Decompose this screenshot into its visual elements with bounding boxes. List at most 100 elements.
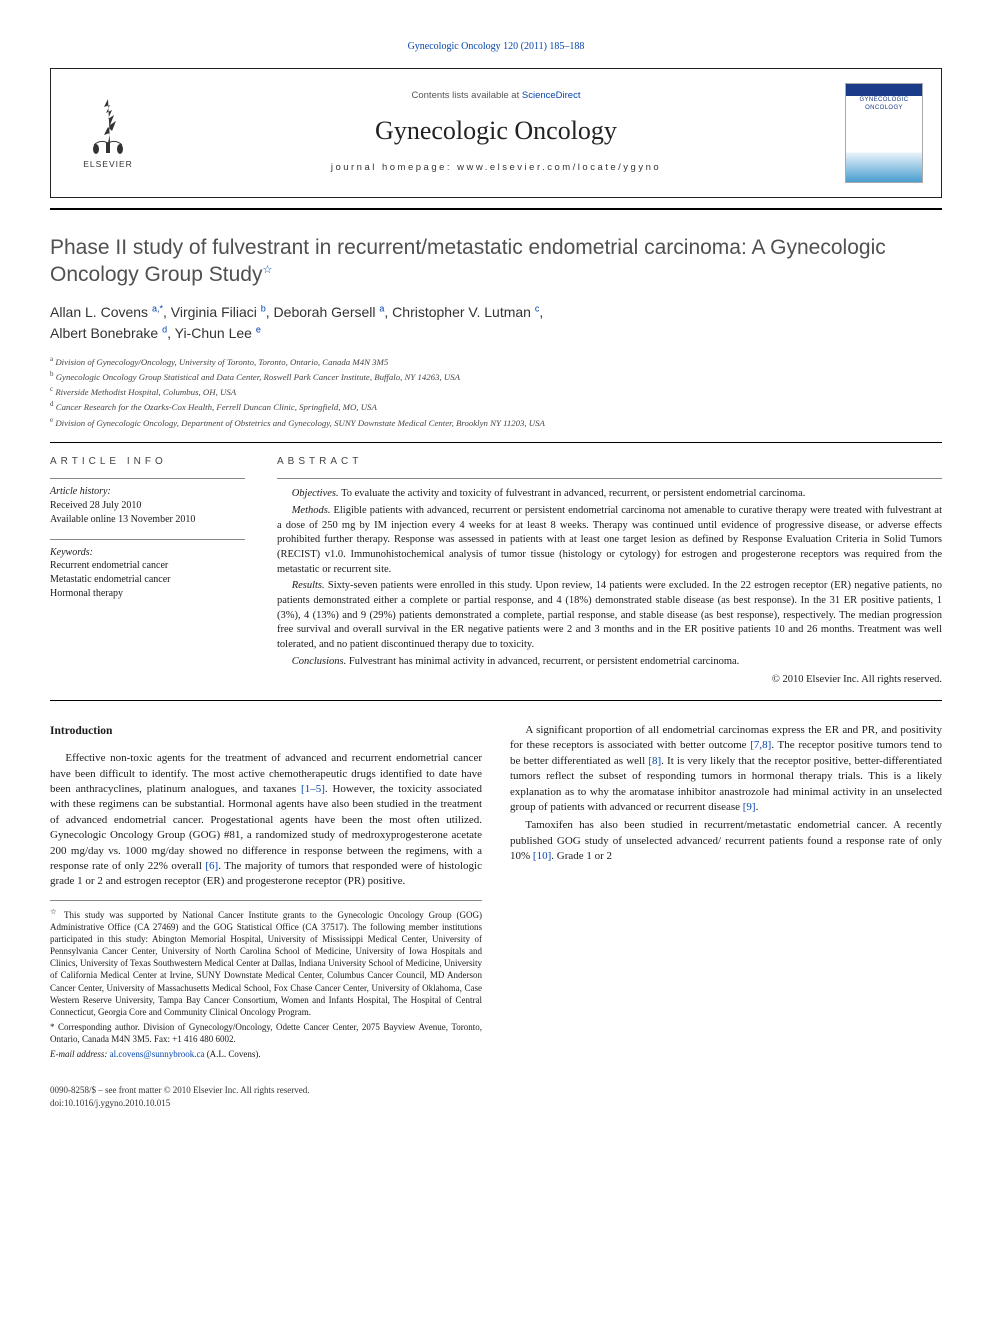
info-abstract-row: ARTICLE INFO Article history: Received 2… — [50, 455, 942, 688]
methods-label: Methods. — [292, 505, 331, 516]
author-name: Virginia Filiaci — [171, 304, 257, 320]
email-footnote: E-mail address: al.covens@sunnybrook.ca … — [50, 1048, 482, 1060]
affiliation-list: a Division of Gynecology/Oncology, Unive… — [50, 354, 942, 430]
contents-prefix: Contents lists available at — [412, 90, 522, 101]
author: Yi-Chun Lee e — [175, 325, 261, 341]
journal-ref-link[interactable]: Gynecologic Oncology 120 (2011) 185–188 — [408, 41, 585, 52]
author-name: Albert Bonebrake — [50, 325, 158, 341]
journal-title: Gynecologic Oncology — [147, 113, 845, 148]
keyword: Hormonal therapy — [50, 587, 245, 601]
aff-text: Division of Gynecologic Oncology, Depart… — [55, 417, 545, 427]
author-name: Allan L. Covens — [50, 304, 148, 320]
results-label: Results. — [292, 580, 325, 591]
author: Christopher V. Lutman c — [392, 304, 539, 320]
elsevier-tree-icon — [82, 95, 134, 157]
abstract-methods: Methods. Eligible patients with advanced… — [277, 504, 942, 577]
citation-link[interactable]: [6] — [205, 860, 218, 872]
abstract-column: ABSTRACT Objectives. To evaluate the act… — [277, 455, 942, 688]
corresponding-author-footnote: * Corresponding author. Division of Gyne… — [50, 1021, 482, 1045]
abstract-body: Objectives. To evaluate the activity and… — [277, 478, 942, 688]
keywords-label: Keywords: — [50, 546, 245, 560]
author-name: Deborah Gersell — [274, 304, 376, 320]
intro-text: . — [756, 801, 759, 813]
citation-link[interactable]: [8] — [648, 755, 661, 767]
results-text: Sixty-seven patients were enrolled in th… — [277, 580, 942, 650]
author-name: Christopher V. Lutman — [392, 304, 531, 320]
author: Virginia Filiaci b — [171, 304, 266, 320]
header-rule — [50, 208, 942, 210]
received-date: Received 28 July 2010 — [50, 499, 245, 513]
author: Allan L. Covens a,* — [50, 304, 163, 320]
intro-para-3: Tamoxifen has also been studied in recur… — [510, 818, 942, 864]
affiliation: d Cancer Research for the Ozarks-Cox Hea… — [50, 399, 942, 414]
cover-text: GYNECOLOGIC ONCOLOGY — [846, 96, 922, 112]
article-title-text: Phase II study of fulvestrant in recurre… — [50, 236, 886, 286]
abstract-copyright: © 2010 Elsevier Inc. All rights reserved… — [277, 673, 942, 688]
aff-sup: a — [50, 355, 53, 363]
issn-line: 0090-8258/$ – see front matter © 2010 El… — [50, 1084, 942, 1096]
article-info-heading: ARTICLE INFO — [50, 455, 245, 469]
aff-text: Riverside Methodist Hospital, Columbus, … — [55, 387, 236, 397]
intro-text: . Grade 1 or 2 — [551, 850, 612, 862]
sciencedirect-link[interactable]: ScienceDirect — [522, 90, 581, 101]
intro-heading: Introduction — [50, 723, 482, 739]
author: Albert Bonebrake d — [50, 325, 167, 341]
author-name: Yi-Chun Lee — [175, 325, 252, 341]
affiliation: a Division of Gynecology/Oncology, Unive… — [50, 354, 942, 369]
affiliation: c Riverside Methodist Hospital, Columbus… — [50, 384, 942, 399]
author-sup: c — [535, 303, 540, 313]
keywords-block: Keywords: Recurrent endometrial cancer M… — [50, 539, 245, 602]
intro-text: . However, the toxicity associated with … — [50, 783, 482, 872]
abstract-conclusions: Conclusions. Fulvestrant has minimal act… — [277, 655, 942, 670]
affiliation: e Division of Gynecologic Oncology, Depa… — [50, 415, 942, 430]
article-info-column: ARTICLE INFO Article history: Received 2… — [50, 455, 245, 688]
header-center: Contents lists available at ScienceDirec… — [147, 90, 845, 175]
abstract-objectives: Objectives. To evaluate the activity and… — [277, 487, 942, 502]
email-label: E-mail address: — [50, 1049, 110, 1059]
intro-para-2: A significant proportion of all endometr… — [510, 723, 942, 815]
objectives-text: To evaluate the activity and toxicity of… — [341, 488, 805, 499]
journal-cover-thumbnail: GYNECOLOGIC ONCOLOGY — [845, 83, 923, 183]
elsevier-label: ELSEVIER — [83, 159, 133, 170]
author-sup: a — [379, 303, 384, 313]
author-sup: a,* — [152, 303, 163, 313]
author: Deborah Gersell a — [274, 304, 385, 320]
abstract-heading: ABSTRACT — [277, 455, 942, 469]
author-list: Allan L. Covens a,*, Virginia Filiaci b,… — [50, 302, 942, 344]
homepage-url: www.elsevier.com/locate/ygyno — [457, 162, 661, 173]
corresp-label: * Corresponding author. — [50, 1022, 143, 1032]
methods-text: Eligible patients with advanced, recurre… — [277, 505, 942, 575]
email-suffix: (A.L. Covens). — [204, 1049, 260, 1059]
keyword: Recurrent endometrial cancer — [50, 559, 245, 573]
aff-text: Gynecologic Oncology Group Statistical a… — [56, 372, 460, 382]
article-title: Phase II study of fulvestrant in recurre… — [50, 234, 942, 289]
citation-link[interactable]: [1–5] — [301, 783, 325, 795]
email-link[interactable]: al.covens@sunnybrook.ca — [110, 1049, 205, 1059]
info-rule-top — [50, 442, 942, 443]
citation-link[interactable]: [10] — [533, 850, 551, 862]
objectives-label: Objectives. — [292, 488, 339, 499]
info-rule-bottom — [50, 700, 942, 701]
journal-homepage: journal homepage: www.elsevier.com/locat… — [147, 162, 845, 175]
star-icon: ☆ — [50, 907, 59, 916]
aff-text: Cancer Research for the Ozarks-Cox Healt… — [56, 402, 377, 412]
aff-sup: d — [50, 400, 54, 408]
homepage-prefix: journal homepage: — [331, 162, 457, 173]
author-sup: d — [162, 324, 167, 334]
journal-reference: Gynecologic Oncology 120 (2011) 185–188 — [50, 40, 942, 54]
aff-text: Division of Gynecology/Oncology, Univers… — [55, 357, 388, 367]
footnote-block: ☆ This study was supported by National C… — [50, 900, 482, 1061]
citation-link[interactable]: [9] — [743, 801, 756, 813]
title-footnote-star: ☆ — [262, 264, 272, 276]
affiliation: b Gynecologic Oncology Group Statistical… — [50, 369, 942, 384]
elsevier-logo: ELSEVIER — [69, 88, 147, 178]
aff-sup: b — [50, 370, 54, 378]
author-sup: b — [261, 303, 266, 313]
funding-footnote: ☆ This study was supported by National C… — [50, 907, 482, 1018]
citation-link[interactable]: [7,8] — [750, 739, 771, 751]
introduction-section: Introduction Effective non-toxic agents … — [50, 723, 942, 1060]
intro-para-1-part1: Effective non-toxic agents for the treat… — [50, 751, 482, 890]
keyword: Metastatic endometrial cancer — [50, 573, 245, 587]
conclusions-text: Fulvestrant has minimal activity in adva… — [349, 656, 739, 667]
history-label: Article history: — [50, 485, 245, 499]
